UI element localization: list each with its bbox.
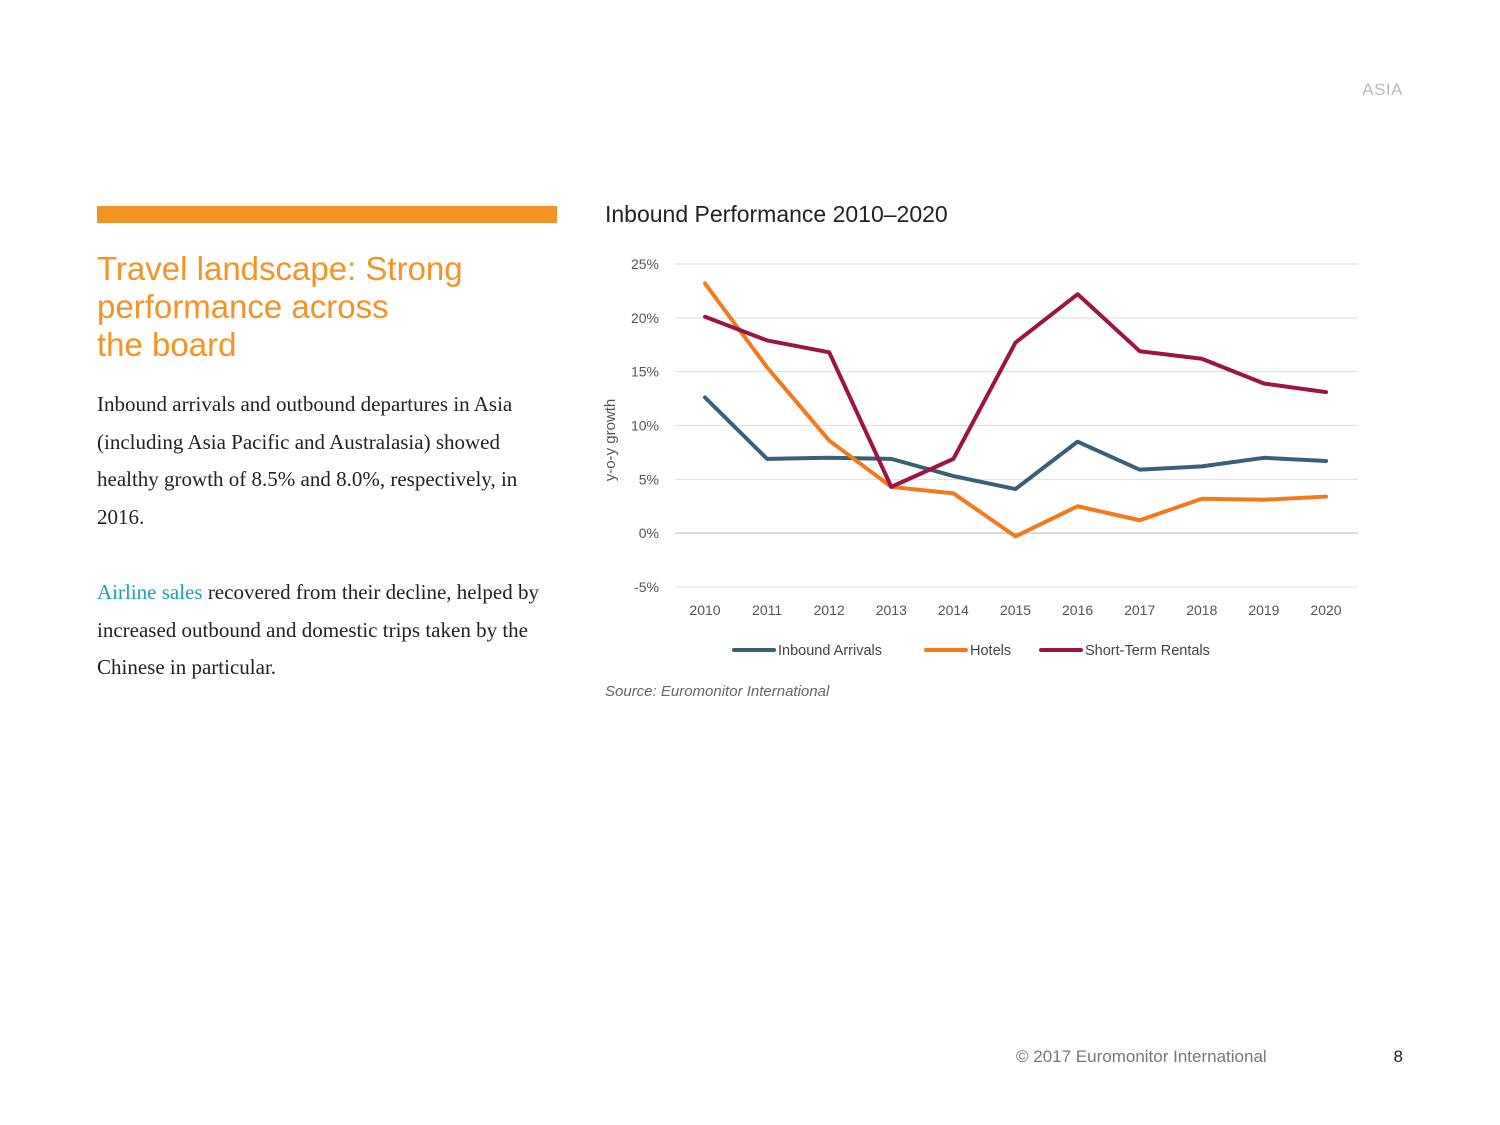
airline-sales-link[interactable]: Airline sales — [97, 580, 203, 604]
x-tick-label: 2020 — [1310, 602, 1341, 618]
y-tick-label: -5% — [634, 579, 659, 595]
y-axis-ticks: -5% 0% 5% 10% 15% 20% 25% — [631, 256, 659, 595]
page-number: 8 — [1393, 1047, 1403, 1066]
gridlines — [675, 263, 1358, 588]
y-tick-label: 5% — [639, 471, 659, 487]
y-tick-label: 25% — [631, 256, 659, 272]
paragraph-growth: Inbound arrivals and outbound departures… — [97, 392, 518, 529]
y-tick-label: 20% — [631, 310, 659, 326]
line-chart: -5% 0% 5% 10% 15% 20% 25% 2010 2011 2012 2013 2014… — [602, 256, 1358, 659]
x-tick-label: 2010 — [689, 602, 720, 618]
y-tick-label: 15% — [631, 364, 659, 380]
paragraph-airline-text: recovered from their decline, helped by … — [97, 580, 539, 679]
x-tick-label: 2018 — [1186, 602, 1217, 618]
legend: Inbound Arrivals Hotels Short-Term Rentals — [732, 643, 1210, 659]
y-axis-label: y-o-y growth — [602, 399, 619, 482]
accent-bar — [97, 206, 557, 223]
footer-copyright: © 2017 Euromonitor International — [1016, 1047, 1267, 1066]
x-tick-label: 2012 — [814, 602, 845, 618]
legend-label: Inbound Arrivals — [778, 643, 882, 659]
series-line-inbound-arrivals — [703, 395, 1328, 492]
x-tick-label: 2016 — [1062, 602, 1093, 618]
series-line-hotels — [703, 281, 1328, 539]
x-tick-label: 2019 — [1248, 602, 1279, 618]
x-tick-label: 2017 — [1124, 602, 1155, 618]
x-tick-label: 2011 — [752, 602, 782, 618]
region-label: ASIA — [1362, 80, 1403, 99]
y-tick-label: 10% — [631, 418, 659, 434]
headline: Travel landscape: Strong performance acr… — [97, 250, 463, 363]
x-axis-ticks: 2010 2011 2012 2013 2014 2015 2016 2017 2018 2019… — [689, 602, 1341, 618]
chart-title: Inbound Performance 2010–2020 — [605, 201, 948, 227]
y-tick-label: 0% — [639, 525, 659, 541]
x-tick-label: 2015 — [1000, 602, 1031, 618]
legend-label: Hotels — [970, 643, 1011, 659]
series-lines — [703, 281, 1328, 539]
legend-label: Short-Term Rentals — [1085, 643, 1210, 659]
chart-source: Source: Euromonitor International — [605, 683, 830, 700]
paragraph-airline: Airline sales recovered from their decli… — [97, 574, 567, 687]
x-tick-label: 2013 — [876, 602, 907, 618]
x-tick-label: 2014 — [938, 602, 969, 618]
